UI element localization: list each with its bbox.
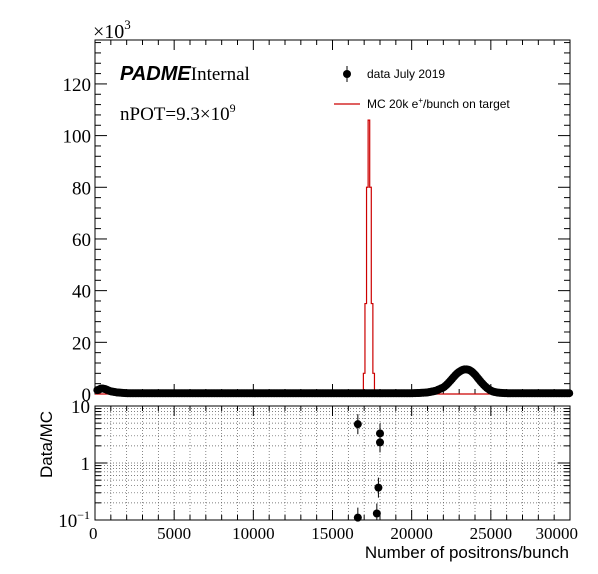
data-points: [93, 365, 574, 398]
upper-y-tick-label: 20: [72, 333, 91, 354]
upper-y-tick-label: 60: [72, 230, 91, 251]
upper-x-ticks: [94, 40, 571, 394]
lower-y-tick-label: 10: [71, 397, 90, 418]
upper-y-tick-label: 40: [72, 282, 91, 303]
lower-y-ticks: 10−1 1 10: [58, 397, 570, 532]
upper-y-tick-label: 80: [72, 178, 91, 199]
legend-data-label: data July 2019: [367, 67, 445, 81]
upper-y-tick-label: 100: [63, 127, 92, 148]
lower-x-tick-label: 30000: [536, 524, 579, 543]
legend-mc-label: MC 20k e+/bunch on target: [367, 96, 510, 111]
upper-y-tick-label: 0: [82, 385, 92, 406]
lower-x-tick-label: 5000: [157, 524, 191, 543]
lower-x-tick-label: 15000: [311, 524, 354, 543]
ratio-point: [372, 509, 381, 518]
legend: data July 2019 MC 20k e+/bunch on target: [334, 66, 510, 111]
upper-y-ticks: 0 20 40 60 80 100 120: [63, 42, 570, 406]
ratio-point: [374, 483, 383, 492]
lower-x-tick-label: 20000: [390, 524, 433, 543]
ratio-point: [353, 513, 362, 522]
x-axis-label: Number of positrons/bunch: [365, 543, 569, 562]
data-point: [565, 389, 574, 398]
upper-y-tick-label: 120: [63, 75, 92, 96]
lower-y-tick-label: 10−1: [58, 508, 90, 532]
ratio-point: [376, 429, 384, 438]
y-multiplier: ×103: [93, 17, 131, 43]
lower-x-tick-label: 10000: [232, 524, 275, 543]
npot-label: nPOT=9.3×109: [120, 101, 236, 125]
ratio-point: [353, 420, 362, 429]
y-axis-label: Data/MC: [37, 411, 56, 478]
mc-histogram-line: [95, 119, 570, 395]
lower-x-tick-label: 25000: [470, 524, 513, 543]
lower-pad: 10−1 1 10 0 5000 10000 15000 20000 25000 30000 D…: [37, 397, 578, 562]
ratio-grid: [94, 406, 571, 520]
lower-x-tick-label: 0: [89, 524, 98, 543]
brand-label: PADMEInternal: [120, 63, 250, 85]
lower-y-tick-label: 1: [81, 454, 91, 475]
upper-pad: 0 20 40 60 80 100 120 ×103 PADMEInternal nPOT=…: [63, 17, 574, 406]
lower-x-ticks: 0 5000 10000 15000 20000 25000 30000: [89, 406, 578, 543]
upper-frame: [94, 39, 571, 395]
ratio-points: [353, 414, 384, 522]
